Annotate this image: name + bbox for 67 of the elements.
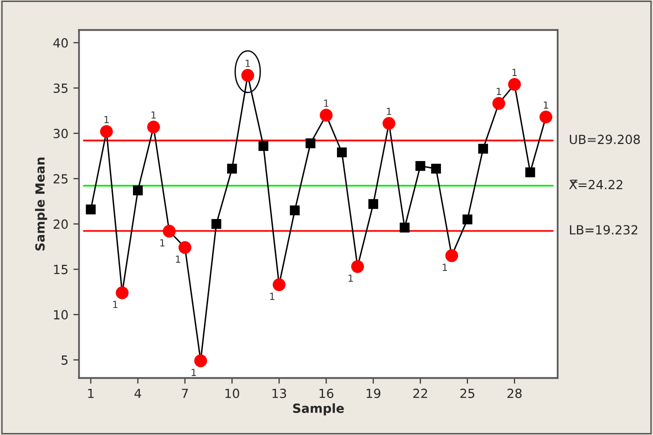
point: [336, 147, 347, 158]
annotation: 1: [386, 108, 392, 115]
annotation: 1: [152, 111, 156, 119]
annotation: 1: [160, 239, 164, 246]
x-tick-label: 28: [507, 388, 522, 398]
y-tick-label: 35: [54, 83, 68, 93]
point: [382, 116, 396, 130]
x-tick-label: 13: [272, 388, 286, 398]
point: [320, 108, 333, 122]
point: [132, 186, 143, 196]
x-tick-label: 7: [182, 388, 188, 398]
y-tick-label: 5: [62, 356, 68, 365]
y-tick-label: 15: [54, 264, 68, 274]
x-axis-title: Sample: [293, 403, 344, 416]
point: [415, 161, 426, 171]
point: [445, 249, 458, 262]
ref-line-label: UB=29.208: [570, 134, 640, 144]
y-tick-label: 25: [54, 174, 68, 184]
annotation: 1: [512, 68, 517, 76]
point: [351, 260, 364, 273]
point: [178, 241, 192, 254]
annotation: 1: [442, 264, 447, 271]
x-tick-label: 16: [320, 388, 334, 398]
point: [162, 224, 176, 238]
y-tick-label: 40: [53, 38, 68, 48]
x-tick-label: 22: [413, 388, 428, 398]
annotation: 1: [192, 368, 196, 376]
x-tick-label: 1: [88, 388, 94, 398]
x-tick-label: 10: [225, 388, 240, 398]
point: [400, 222, 410, 232]
y-tick-label: 30: [54, 128, 68, 138]
point: [306, 138, 316, 148]
annotation: 1: [104, 116, 109, 124]
point: [147, 120, 160, 134]
annotation: 1: [270, 292, 274, 300]
y-tick-label: 10: [54, 310, 68, 320]
point: [290, 205, 300, 216]
point: [478, 144, 488, 154]
ref-line-label: LB=19.232: [570, 225, 638, 235]
point: [368, 199, 378, 209]
point: [258, 141, 268, 151]
point: [227, 164, 237, 174]
annotation: 1: [246, 60, 250, 67]
point: [539, 110, 552, 124]
annotation: 1: [496, 88, 502, 95]
annotation: 1: [544, 102, 548, 109]
point: [272, 278, 286, 292]
point: [211, 219, 222, 229]
x-tick-label: 4: [134, 388, 142, 398]
point: [116, 286, 129, 300]
y-tick-label: 20: [54, 219, 68, 229]
x-tick-label: 25: [460, 388, 474, 398]
x-tick-label: 19: [366, 388, 380, 398]
ref-line-label: X̿=24.22: [569, 180, 622, 190]
y-axis-title: Sample Mean: [35, 158, 48, 251]
point: [508, 78, 521, 91]
point: [525, 167, 536, 178]
point: [86, 204, 96, 214]
annotation: 1: [348, 274, 353, 282]
annotation: 1: [113, 300, 118, 308]
annotation: 1: [176, 256, 180, 263]
point: [100, 125, 113, 138]
point: [492, 97, 506, 110]
point: [194, 354, 208, 368]
point: [431, 164, 441, 174]
annotation: 1: [324, 100, 328, 107]
point: [462, 214, 472, 224]
